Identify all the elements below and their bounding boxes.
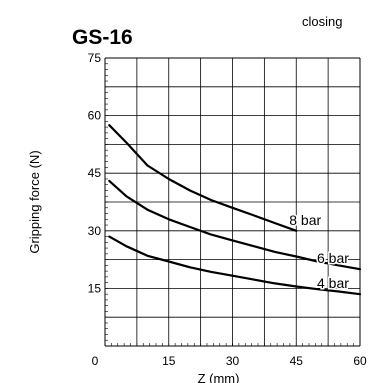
y-tick-label: 45 — [88, 166, 102, 180]
series-label: 6 bar — [317, 250, 349, 266]
y-tick-label: 60 — [88, 109, 102, 123]
y-tick-label: 15 — [88, 281, 102, 295]
series-line — [108, 235, 362, 296]
x-tick-label: 60 — [353, 354, 367, 368]
x-axis-label: Z (mm) — [198, 371, 240, 383]
x-tick-label: 15 — [162, 354, 176, 368]
y-axis-label: Gripping force (N) — [27, 150, 42, 253]
grid — [104, 57, 361, 347]
x-tick-label: 30 — [226, 354, 240, 368]
chart-title: GS-16 — [72, 26, 133, 49]
y-tick-label: 75 — [88, 51, 102, 65]
x-tick-label: 0 — [92, 354, 99, 368]
x-tick-label: 45 — [290, 354, 304, 368]
series-line — [108, 179, 362, 271]
series-line — [108, 124, 298, 232]
series-lines — [108, 124, 362, 296]
tick-marks — [104, 57, 361, 347]
series-label: 8 bar — [289, 212, 321, 228]
series-labels: 8 bar 6 bar 4 bar — [288, 210, 351, 292]
series-label: 4 bar — [317, 275, 349, 291]
tick-labels: 15 30 45 60 75 0 15 30 45 60 — [88, 51, 367, 368]
y-tick-label: 30 — [88, 224, 102, 238]
chart-subtitle: closing — [302, 14, 343, 29]
